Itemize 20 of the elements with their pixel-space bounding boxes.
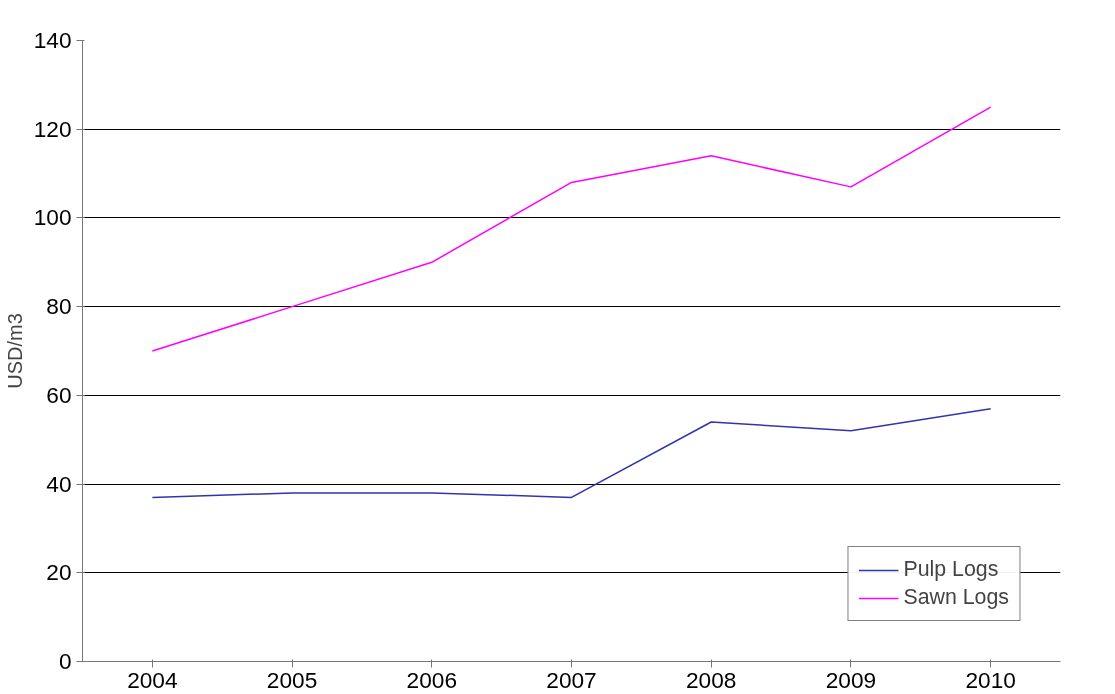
x-tick-label: 2008 — [686, 666, 737, 693]
y-tick-label: 20 — [46, 559, 72, 586]
y-tick-label: 120 — [33, 115, 72, 142]
y-tick-label: 60 — [46, 381, 72, 408]
x-tick-label: 2009 — [825, 666, 877, 693]
line-series — [151, 106, 992, 352]
x-tick-label: 2005 — [266, 666, 318, 693]
x-tick-label: 2010 — [965, 666, 1016, 693]
y-axis-title: USD/m3 — [3, 313, 26, 389]
y-tick-label: 100 — [33, 204, 72, 231]
legend-label: Pulp Logs — [903, 557, 999, 582]
x-tick-label: 2007 — [546, 666, 597, 693]
legend-label: Sawn Logs — [903, 585, 1009, 610]
x-tick-label: 2006 — [406, 666, 457, 693]
y-tick-label: 40 — [46, 470, 72, 497]
y-tick-label: 80 — [46, 293, 72, 320]
x-tick-label: 2004 — [127, 666, 178, 693]
line-series — [151, 407, 992, 499]
y-tick-label: 140 — [33, 27, 72, 53]
y-tick-label: 0 — [58, 648, 72, 674]
